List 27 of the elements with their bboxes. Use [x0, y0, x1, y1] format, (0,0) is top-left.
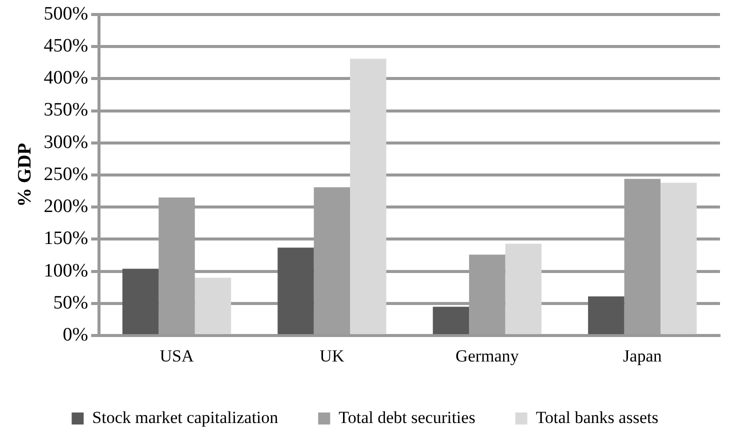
- bar: [350, 58, 386, 334]
- y-tick-label: 200%: [44, 196, 88, 218]
- y-tick-label: 150%: [44, 228, 88, 250]
- legend-label: Total banks assets: [536, 408, 658, 427]
- y-tick-label: 300%: [44, 132, 88, 153]
- y-tick-label: 50%: [53, 292, 88, 314]
- y-axis-title: % GDP: [14, 142, 36, 207]
- legend-label: Stock market capitalization: [92, 408, 279, 427]
- bar: [432, 306, 470, 334]
- y-tick-label: 450%: [44, 36, 88, 57]
- y-tick-label: 500%: [44, 3, 88, 24]
- y-tick-label: 0%: [62, 324, 88, 346]
- x-tick-label: Germany: [456, 346, 520, 366]
- bar: [278, 248, 314, 334]
- y-tick-label: 250%: [44, 164, 88, 185]
- x-tick-label: Japan: [623, 346, 662, 366]
- y-tick-label: 400%: [44, 68, 88, 89]
- y-tick-label: 100%: [44, 260, 88, 282]
- y-tick-label: 350%: [44, 100, 88, 121]
- x-tick-label: USA: [160, 346, 194, 366]
- bar: [588, 296, 624, 334]
- x-tick-label: UK: [320, 346, 345, 366]
- legend-label: Total debt securities: [338, 408, 476, 427]
- bar: [660, 182, 697, 334]
- bar: [122, 268, 159, 334]
- bar: [505, 244, 542, 334]
- bar: [194, 278, 232, 334]
